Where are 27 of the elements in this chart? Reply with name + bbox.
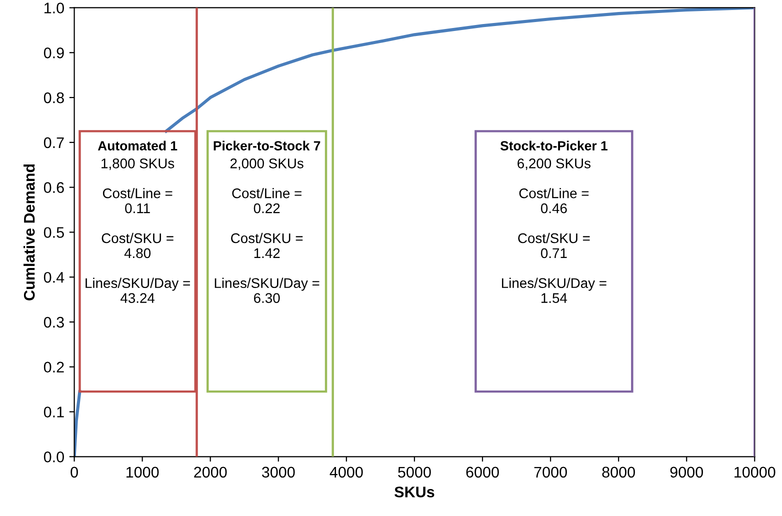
y-tick-label: 0.6: [44, 182, 64, 193]
y-tick-label: 0.4: [44, 272, 64, 283]
y-tick-label: 0.9: [44, 48, 64, 58]
text: Stock-to-Picker 1 6,200 SKUs Cost/Line = 0.46 Cost/SKU = 0.71 Lines/SKU/Day = 1.54: [500, 140, 608, 303]
y-tick-label: 0.0: [44, 452, 64, 462]
text: Automated 1 1,800 SKUs Cost/Line = 0.11 Cost/SKU = 4.80 Lines/SKU/Day = 43.24: [86, 140, 190, 303]
x-tick-label: 4000: [330, 466, 363, 478]
y-tick-label: 0.8: [44, 92, 64, 104]
x-tick-label: 1000: [126, 466, 159, 478]
x-tick-label: 7000: [534, 466, 567, 478]
x-tick-label: 5000: [398, 466, 431, 478]
x-tick-label: 8000: [602, 466, 635, 478]
y-tick-label: 0.3: [44, 316, 64, 328]
x-tick-label: 9000: [670, 466, 703, 478]
y-tick-label: 0.2: [44, 362, 64, 373]
y-axis-title: Cumlative Demand: [24, 164, 35, 300]
y-tick-label: 0.1: [44, 406, 64, 418]
x-tick-label: 3000: [262, 466, 295, 478]
y-tick-label: 0.7: [44, 137, 64, 148]
x-axis-title: SKUs: [394, 486, 434, 498]
x-tick-label: 10000: [734, 466, 776, 478]
text: Picker-to-Stock 7 2,000 SKUs Cost/Line = 0.22 Cost/SKU = 1.42 Lines/SKU/Day = 6.30: [214, 140, 320, 303]
x-tick-label: 2000: [194, 466, 227, 478]
y-tick-label: 1.0: [44, 2, 64, 14]
x-tick-label: 0: [70, 466, 78, 478]
y-tick-label: 0.5: [44, 227, 64, 238]
x-tick-label: 6000: [466, 466, 499, 478]
